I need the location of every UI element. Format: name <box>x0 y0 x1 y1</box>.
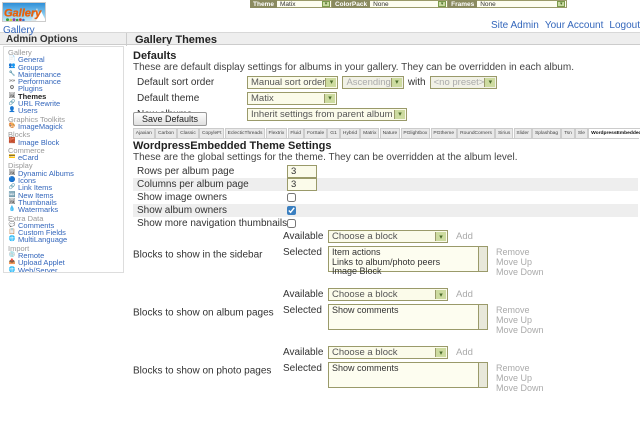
svg-text:Gallery: Gallery <box>4 8 42 20</box>
